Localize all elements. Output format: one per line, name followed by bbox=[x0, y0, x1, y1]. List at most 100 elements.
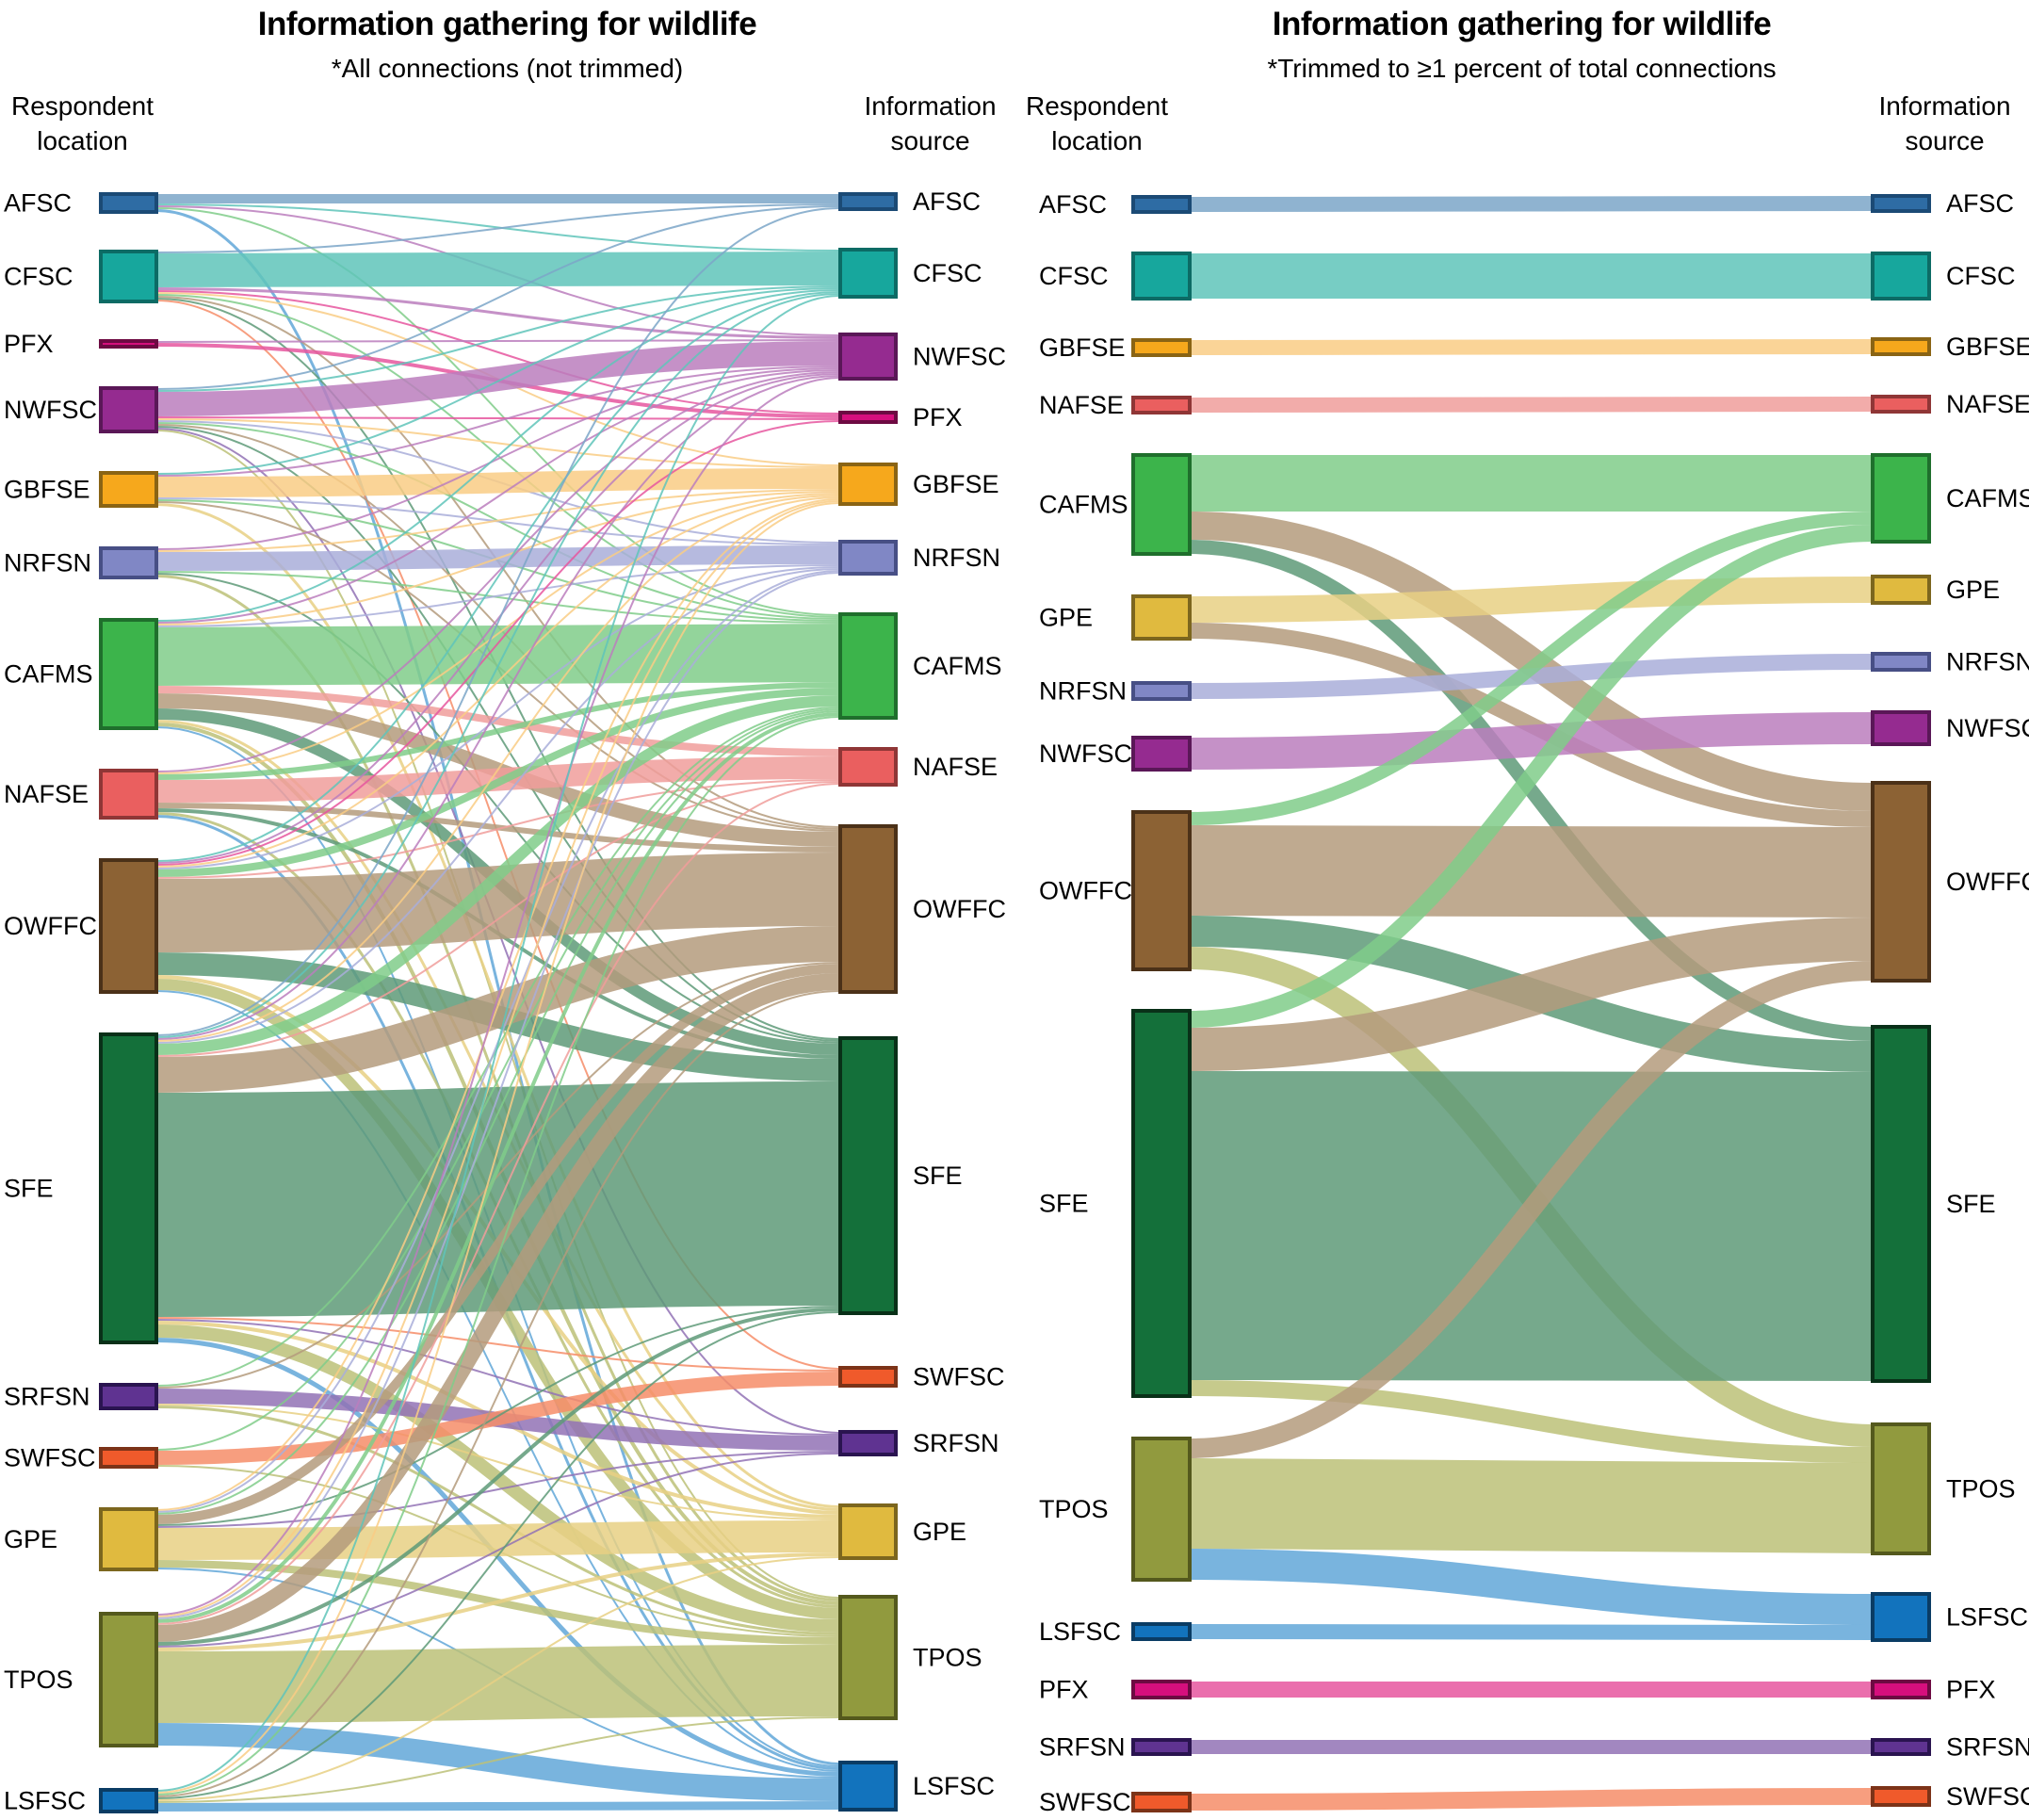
node-label-right-LSFSC: LSFSC bbox=[1946, 1603, 2028, 1632]
flow-CAFMS-to-GBFSE bbox=[155, 491, 841, 626]
sankey-node-left-SFE bbox=[1131, 1009, 1192, 1398]
sankey-node-left-GPE bbox=[99, 1507, 158, 1571]
node-label-left-SFE: SFE bbox=[1039, 1190, 1089, 1218]
sankey-node-left-AFSC bbox=[99, 192, 158, 214]
flow-NWFSC-to-AFSC bbox=[155, 205, 841, 390]
flow-LSFSC-to-TPOS bbox=[155, 1716, 841, 1803]
node-label-right-NWFSC: NWFSC bbox=[913, 343, 1006, 371]
sankey-node-left-TPOS bbox=[99, 1612, 158, 1747]
flow-LSFSC-to-CFSC bbox=[155, 295, 841, 1792]
sankey-panel-untrimmed: Information gathering for wildlife *All … bbox=[0, 0, 1014, 1820]
sankey-node-right-SRFSN bbox=[1871, 1738, 1931, 1756]
sankey-node-right-SFE bbox=[838, 1036, 898, 1315]
node-label-right-GPE: GPE bbox=[1946, 576, 2000, 604]
flow-SFE-to-SRFSN bbox=[155, 1319, 841, 1436]
sankey-node-left-NAFSE bbox=[99, 769, 158, 820]
flow-SFE-to-GBFSE bbox=[155, 496, 841, 1042]
sankey-node-right-NRFSN bbox=[838, 540, 898, 576]
node-label-right-NAFSE: NAFSE bbox=[913, 753, 998, 781]
page-title: Information gathering for wildlife bbox=[257, 6, 757, 42]
node-label-left-NWFSC: NWFSC bbox=[1039, 739, 1132, 768]
flow-SFE-to-SFE bbox=[155, 1081, 841, 1317]
node-label-left-TPOS: TPOS bbox=[1039, 1495, 1109, 1523]
flow-SFE-to-OWFFC bbox=[155, 926, 841, 1093]
sankey-node-right-CFSC bbox=[838, 248, 898, 299]
node-label-left-SRFSN: SRFSN bbox=[4, 1383, 90, 1411]
node-label-left-CAFMS: CAFMS bbox=[1039, 491, 1128, 519]
flow-LSFSC-to-GPE bbox=[155, 1556, 841, 1801]
flow-TPOS-to-OWFFC bbox=[155, 973, 841, 1642]
flow-GBFSE-to-GBFSE bbox=[155, 468, 841, 497]
chart-subtitle: *All connections (not trimmed) bbox=[331, 54, 684, 83]
column-header-respondent-location: Respondent location bbox=[0, 89, 165, 158]
node-label-right-GBFSE: GBFSE bbox=[913, 470, 999, 498]
flow-OWFFC-to-CAFMS bbox=[155, 688, 841, 877]
node-label-right-SRFSN: SRFSN bbox=[1946, 1733, 2029, 1762]
sankey-node-left-NWFSC bbox=[99, 386, 158, 433]
flow-TPOS-to-NRFSN bbox=[155, 572, 841, 1619]
sankey-svg: AFSC CFSC GBFSE NAFSE CAFMS GPE NRFSN NWFSC OWFF… bbox=[1039, 189, 2029, 1816]
sankey-node-left-SWFSC bbox=[99, 1447, 158, 1469]
flow-TPOS-to-TPOS bbox=[1189, 1458, 1874, 1553]
sankey-svg: AFSC CFSC PFX NWFSC GBFSE NRFSN CAFMS NAFSE OWFF… bbox=[4, 187, 1006, 1815]
flow-TPOS-to-OWFFC bbox=[1189, 961, 1874, 1458]
flow-TPOS-to-CAFMS bbox=[155, 712, 841, 1623]
flow-GBFSE-to-GBFSE bbox=[1189, 339, 1874, 355]
flow-GPE-to-CAFMS bbox=[155, 710, 841, 1515]
sankey-node-right-PFX bbox=[1871, 1680, 1931, 1699]
flow-CFSC-to-AFSC bbox=[155, 203, 841, 253]
header-line: Information bbox=[864, 91, 997, 121]
node-label-right-SFE: SFE bbox=[913, 1162, 963, 1190]
sankey-node-right-CFSC bbox=[1871, 252, 1931, 301]
flow-LSFSC-to-CAFMS bbox=[155, 716, 841, 1796]
page-title: Information gathering for wildlife bbox=[1272, 6, 1772, 42]
flow-GPE-to-SFE bbox=[155, 1306, 841, 1526]
node-label-right-AFSC: AFSC bbox=[913, 187, 981, 216]
flow-OWFFC-to-CFSC bbox=[155, 291, 841, 862]
node-label-left-NAFSE: NAFSE bbox=[1039, 391, 1124, 419]
node-label-right-NRFSN: NRFSN bbox=[913, 544, 1000, 572]
node-label-right-TPOS: TPOS bbox=[1946, 1475, 2016, 1503]
node-label-left-SWFSC: SWFSC bbox=[4, 1444, 96, 1472]
node-label-left-PFX: PFX bbox=[4, 330, 54, 358]
sankey-node-left-CAFMS bbox=[1131, 453, 1192, 556]
sankey-node-right-GPE bbox=[1871, 575, 1931, 605]
flow-OWFFC-to-LSFSC bbox=[155, 990, 841, 1772]
sankey-diagram-trimmed: AFSC CFSC GBFSE NAFSE CAFMS GPE NRFSN NWFSC OWFF… bbox=[1014, 0, 2029, 1820]
flow-TPOS-to-SFE bbox=[155, 1308, 841, 1646]
flow-CAFMS-to-NRFSN bbox=[155, 564, 841, 627]
node-label-right-PFX: PFX bbox=[913, 403, 963, 431]
flow-SRFSN-to-GPE bbox=[155, 1404, 841, 1520]
chart-subtitle: *Trimmed to ≥1 percent of total connecti… bbox=[1267, 54, 1777, 83]
flow-NAFSE-to-CAFMS bbox=[155, 682, 841, 780]
flow-GPE-to-GBFSE bbox=[155, 498, 841, 1511]
sankey-node-left-OWFFC bbox=[1131, 810, 1192, 971]
flow-NWFSC-to-CFSC bbox=[155, 285, 841, 392]
flow-GBFSE-to-NWFSC bbox=[155, 366, 841, 477]
flow-TPOS-to-GBFSE bbox=[155, 500, 841, 1617]
node-label-left-CAFMS: CAFMS bbox=[4, 660, 93, 689]
flow-TPOS-to-LSFSC bbox=[1189, 1549, 1874, 1625]
flow-OWFFC-to-NWFSC bbox=[155, 373, 841, 864]
sankey-node-right-SFE bbox=[1871, 1025, 1931, 1383]
flow-GBFSE-to-CFSC bbox=[155, 287, 841, 475]
sankey-node-left-GPE bbox=[1131, 594, 1192, 641]
node-label-left-TPOS: TPOS bbox=[4, 1666, 73, 1694]
flow-SFE-to-SWFSC bbox=[155, 1317, 841, 1372]
header-line: Respondent bbox=[10, 91, 154, 121]
header-line: location bbox=[37, 126, 128, 155]
node-label-left-LSFSC: LSFSC bbox=[4, 1787, 86, 1815]
sankey-node-right-PFX bbox=[838, 411, 898, 424]
node-label-right-NRFSN: NRFSN bbox=[1946, 648, 2029, 676]
node-label-left-NAFSE: NAFSE bbox=[4, 780, 89, 808]
node-label-left-GBFSE: GBFSE bbox=[4, 476, 90, 504]
flow-TPOS-to-LSFSC bbox=[155, 1723, 841, 1801]
sankey-node-left-CFSC bbox=[99, 250, 158, 303]
column-header-respondent-location: Respondent location bbox=[1014, 89, 1179, 158]
flow-NRFSN-to-CAFMS bbox=[155, 571, 841, 624]
sankey-node-left-GBFSE bbox=[99, 471, 158, 508]
flow-GPE-to-SRFSN bbox=[155, 1451, 841, 1528]
node-label-right-LSFSC: LSFSC bbox=[913, 1772, 995, 1800]
flow-SWFSC-to-SWFSC bbox=[1189, 1788, 1874, 1811]
sankey-node-left-PFX bbox=[1131, 1680, 1192, 1699]
